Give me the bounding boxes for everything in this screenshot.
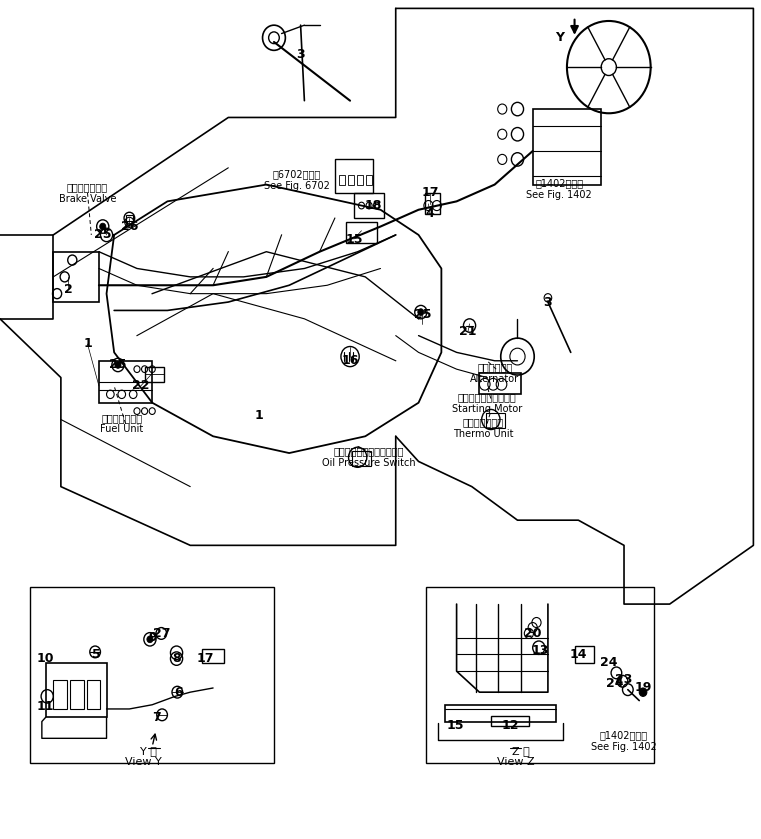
Text: 18: 18 — [365, 199, 381, 212]
Circle shape — [639, 688, 647, 696]
Text: 24: 24 — [600, 656, 617, 670]
Text: 20: 20 — [524, 627, 541, 640]
Text: 4: 4 — [425, 207, 435, 221]
Circle shape — [147, 636, 153, 643]
Text: 第1402図参照
See Fig. 1402: 第1402図参照 See Fig. 1402 — [527, 178, 592, 200]
Bar — [426, 587, 654, 763]
Text: ブレーキバルブ
Brake Valve: ブレーキバルブ Brake Valve — [59, 182, 116, 204]
Text: 25: 25 — [94, 228, 111, 242]
Bar — [46, 663, 107, 717]
Text: 5: 5 — [91, 648, 100, 661]
Text: 26: 26 — [121, 220, 138, 233]
Bar — [479, 373, 521, 394]
Bar — [425, 193, 440, 214]
Text: 14: 14 — [570, 648, 587, 661]
Bar — [486, 413, 505, 428]
Text: 21: 21 — [460, 325, 476, 338]
Text: 22: 22 — [132, 379, 149, 393]
Text: Z 機: Z 機 — [512, 746, 530, 756]
Text: 19: 19 — [635, 681, 651, 695]
Bar — [70, 680, 84, 709]
Bar — [354, 193, 384, 218]
Bar — [491, 716, 529, 726]
Bar — [202, 649, 224, 663]
Bar — [99, 361, 152, 403]
Text: 15: 15 — [345, 232, 362, 246]
Text: 7: 7 — [151, 711, 161, 724]
Bar — [366, 175, 372, 185]
Text: 12: 12 — [501, 719, 518, 732]
Text: 27: 27 — [153, 627, 170, 640]
Bar — [145, 367, 164, 382]
Text: 16: 16 — [342, 354, 358, 367]
Text: 23: 23 — [616, 673, 632, 686]
Text: View Z: View Z — [497, 757, 535, 767]
Bar — [87, 680, 100, 709]
Bar — [575, 646, 594, 663]
Bar — [53, 680, 67, 709]
Text: Y 機: Y 機 — [140, 746, 157, 756]
Text: スターティングモータ
Starting Motor: スターティングモータ Starting Motor — [452, 392, 522, 414]
Text: 24: 24 — [607, 677, 623, 690]
Text: 1: 1 — [254, 409, 263, 422]
Text: オルタネータ
Alternator: オルタネータ Alternator — [470, 362, 519, 384]
Text: View Y: View Y — [125, 757, 161, 767]
Bar — [53, 252, 99, 302]
Circle shape — [115, 362, 121, 368]
Bar — [30, 587, 274, 763]
Text: Y: Y — [555, 31, 564, 44]
Text: 3: 3 — [543, 295, 552, 309]
Text: フェルユニット
Fuel Unit: フェルユニット Fuel Unit — [100, 413, 143, 435]
Circle shape — [418, 309, 424, 315]
Text: 25: 25 — [414, 308, 431, 321]
Bar — [126, 215, 133, 221]
Text: 15: 15 — [447, 719, 463, 732]
Bar — [352, 451, 371, 466]
Bar — [335, 159, 373, 193]
Text: 10: 10 — [37, 652, 54, 665]
Bar — [533, 109, 601, 185]
Text: 8: 8 — [172, 652, 181, 665]
Text: 11: 11 — [37, 700, 54, 713]
Bar — [339, 175, 345, 185]
Text: サーモユニット
Thermo Unit: サーモユニット Thermo Unit — [453, 417, 514, 439]
Text: オイルプレッシャスイッチ
Oil Pressure Switch: オイルプレッシャスイッチ Oil Pressure Switch — [322, 446, 416, 468]
Bar — [348, 175, 354, 185]
Text: 2: 2 — [64, 283, 73, 296]
Text: 第6702図参照
See Fig. 6702: 第6702図参照 See Fig. 6702 — [264, 169, 330, 191]
Text: 13: 13 — [532, 644, 549, 657]
Text: 3: 3 — [296, 48, 305, 61]
Text: 25: 25 — [110, 358, 126, 372]
Text: 17: 17 — [197, 652, 214, 665]
Bar — [357, 175, 363, 185]
Text: 第1402図参照
See Fig. 1402: 第1402図参照 See Fig. 1402 — [591, 730, 657, 752]
Circle shape — [100, 223, 106, 230]
Text: 17: 17 — [422, 186, 438, 200]
Text: 9: 9 — [148, 631, 157, 644]
Text: 1: 1 — [83, 337, 92, 351]
Text: 6: 6 — [174, 685, 183, 699]
Bar — [445, 705, 556, 722]
Bar — [346, 222, 377, 243]
